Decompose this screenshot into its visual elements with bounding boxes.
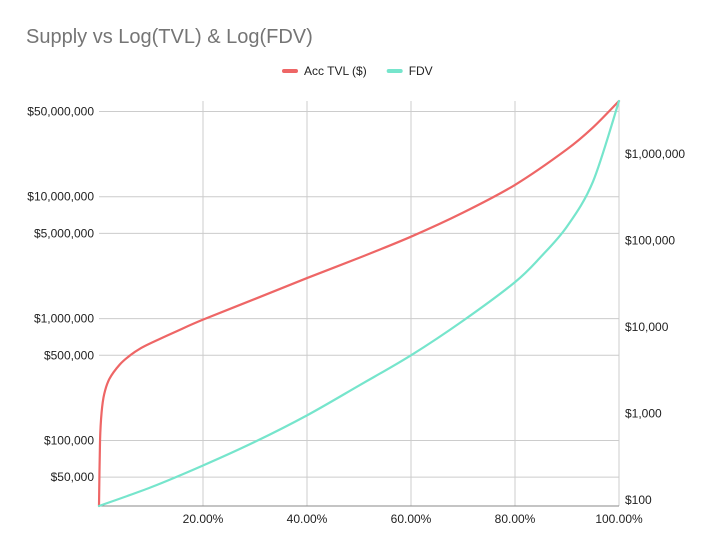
x-axis-tick-label: 100.00% xyxy=(595,512,643,526)
x-axis-tick-label: 60.00% xyxy=(391,512,432,526)
right-axis-tick-label: $1,000 xyxy=(625,406,662,420)
chart-title: Supply vs Log(TVL) & Log(FDV) xyxy=(26,26,313,48)
left-axis-tick-label: $5,000,000 xyxy=(34,226,94,240)
right-axis-tick-label: $1,000,000 xyxy=(625,147,685,161)
left-axis-tick-label: $50,000,000 xyxy=(27,105,94,119)
series-line-acc-tvl xyxy=(97,99,621,508)
series-line-fdv xyxy=(97,99,621,508)
x-axis-tick-label: 20.00% xyxy=(183,512,224,526)
legend-label: Acc TVL ($) xyxy=(304,64,367,78)
left-axis-tick-label: $50,000 xyxy=(51,470,95,484)
right-axis-tick-label: $10,000 xyxy=(625,320,669,334)
left-axis-tick-label: $10,000,000 xyxy=(27,190,94,204)
left-axis-tick-label: $500,000 xyxy=(44,348,94,362)
grid-lines xyxy=(99,101,620,507)
right-axis-tick-label: $100 xyxy=(625,493,652,507)
x-axis-tick-label: 40.00% xyxy=(287,512,328,526)
left-axis-tick-label: $1,000,000 xyxy=(34,312,94,326)
legend: Acc TVL ($) FDV xyxy=(282,64,433,78)
right-axis-tick-labels: $100 $1,000 $10,000 $100,000 $1,000,000 xyxy=(625,147,685,507)
x-axis-tick-label: 80.00% xyxy=(495,512,536,526)
x-axis-tick-labels: 20.00% 40.00% 60.00% 80.00% 100.00% xyxy=(183,512,643,526)
legend-label: FDV xyxy=(409,64,433,78)
right-axis-tick-label: $100,000 xyxy=(625,233,675,247)
series-layer xyxy=(97,99,621,508)
left-axis-tick-labels: $50,000 $100,000 $500,000 $1,000,000 $5,000,… xyxy=(27,105,94,485)
left-axis-tick-label: $100,000 xyxy=(44,433,94,447)
